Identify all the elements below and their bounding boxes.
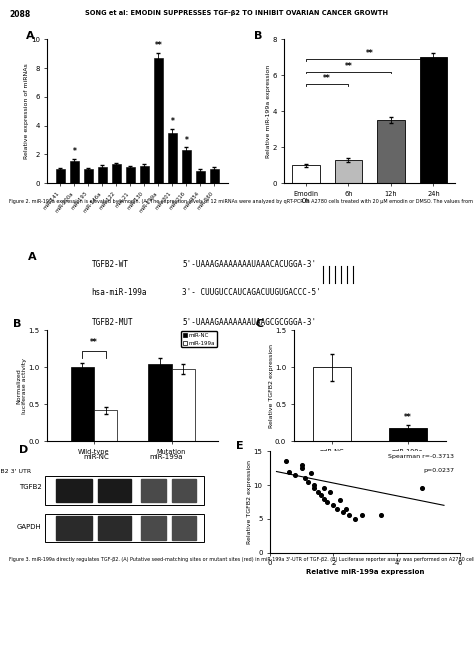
Bar	[389, 428, 427, 441]
Point	[329, 500, 337, 511]
Text: 5'-UAAAGAAAAAAAUAAACACUGGA-3': 5'-UAAAGAAAAAAAUAAACACUGGA-3'	[182, 260, 317, 269]
Y-axis label: Relative TGFB2 expression: Relative TGFB2 expression	[269, 344, 273, 428]
Point	[342, 504, 350, 514]
Text: B: B	[254, 31, 262, 41]
Text: 3'- CUUGUCCAUCAGACUUGUGACCC-5': 3'- CUUGUCCAUCAGACUUGUGACCC-5'	[182, 288, 321, 297]
Point	[298, 460, 306, 470]
Text: 2088: 2088	[9, 10, 31, 19]
Bar	[148, 364, 172, 441]
Text: p=0.0237: p=0.0237	[423, 468, 454, 473]
Text: TGFB2 3' UTR: TGFB2 3' UTR	[0, 468, 31, 473]
Bar	[172, 517, 196, 540]
Text: Figure 3. miR-199a directly regulates TGF-β2. (A) Putative seed-matching sites o: Figure 3. miR-199a directly regulates TG…	[9, 557, 474, 562]
Text: TGFB2-WT: TGFB2-WT	[91, 260, 128, 269]
Bar	[196, 171, 205, 183]
Text: miR-199a: miR-199a	[149, 454, 182, 460]
Text: A: A	[26, 31, 35, 41]
Text: SONG et al: EMODIN SUPPRESSES TGF-β2 TO INHIBIT OVARIAN CANCER GROWTH: SONG et al: EMODIN SUPPRESSES TGF-β2 TO …	[85, 10, 389, 16]
Point	[310, 480, 318, 490]
Bar	[99, 517, 131, 540]
Bar	[139, 166, 149, 183]
Point	[333, 504, 340, 514]
Point	[377, 510, 384, 521]
Bar	[313, 368, 351, 441]
Text: TGFB2: TGFB2	[18, 485, 41, 490]
Bar	[377, 120, 405, 183]
Bar	[419, 58, 447, 183]
Bar	[98, 167, 108, 183]
Bar	[154, 58, 164, 183]
Point	[285, 466, 293, 477]
Point	[346, 510, 353, 521]
Bar	[141, 517, 166, 540]
Y-axis label: Relative miR-199a expression: Relative miR-199a expression	[266, 65, 271, 158]
Text: C: C	[256, 319, 264, 329]
Text: A: A	[27, 252, 36, 262]
Point	[304, 476, 312, 487]
Bar	[83, 169, 93, 183]
Bar	[126, 167, 136, 183]
Text: miR-NC: miR-NC	[83, 454, 109, 460]
Bar	[46, 513, 204, 543]
Point	[339, 507, 346, 517]
Bar	[70, 161, 79, 183]
Bar	[71, 368, 94, 441]
Bar	[111, 164, 121, 183]
Text: D: D	[19, 445, 28, 455]
Bar	[182, 150, 191, 183]
Point	[310, 483, 318, 494]
Point	[314, 487, 321, 497]
Legend: miR-NC, miR-199a: miR-NC, miR-199a	[181, 332, 217, 347]
Text: TGFB2-MUT: TGFB2-MUT	[91, 318, 133, 326]
Text: **: **	[90, 338, 98, 347]
Point	[320, 493, 328, 504]
Point	[282, 456, 290, 467]
Text: B: B	[13, 319, 22, 329]
Text: *: *	[73, 146, 76, 156]
Point	[336, 494, 344, 505]
Bar	[94, 410, 117, 441]
Text: **: **	[155, 41, 162, 50]
Y-axis label: Relative expression of miRNAs: Relative expression of miRNAs	[24, 63, 29, 159]
Bar	[46, 476, 204, 505]
Bar	[141, 479, 166, 502]
Text: Figure 2. miR-199a expression is elevated by emodin. (A) The expression levels o: Figure 2. miR-199a expression is elevate…	[9, 199, 474, 205]
Bar	[292, 165, 320, 183]
Point	[317, 490, 325, 500]
Point	[292, 470, 299, 480]
Text: **: **	[345, 61, 352, 71]
Point	[308, 468, 315, 478]
Bar	[55, 517, 92, 540]
Bar	[172, 369, 195, 441]
Text: **: **	[323, 75, 331, 83]
Text: *: *	[184, 135, 188, 145]
Bar	[55, 479, 92, 502]
Text: GAPDH: GAPDH	[17, 524, 41, 530]
X-axis label: Relative miR-199a expression: Relative miR-199a expression	[306, 569, 424, 575]
Point	[301, 473, 309, 483]
Text: *: *	[171, 117, 174, 126]
Bar	[335, 160, 362, 183]
Bar	[167, 133, 177, 183]
Point	[320, 483, 328, 494]
Point	[327, 487, 334, 497]
Text: hsa-miR-199a: hsa-miR-199a	[91, 288, 147, 297]
Text: **: **	[404, 413, 411, 422]
Y-axis label: Normalized
luciferase activity: Normalized luciferase activity	[16, 358, 27, 414]
Text: **: **	[366, 49, 374, 58]
Bar	[55, 169, 65, 183]
Point	[352, 513, 359, 524]
Text: Spearman r=-0.3713: Spearman r=-0.3713	[388, 455, 454, 459]
Point	[323, 497, 331, 508]
Point	[358, 510, 365, 521]
Point	[418, 483, 426, 494]
Bar	[210, 169, 219, 183]
Y-axis label: Relative TGFB2 expression: Relative TGFB2 expression	[247, 460, 252, 544]
Text: E: E	[236, 441, 244, 451]
Bar	[172, 479, 196, 502]
Point	[298, 463, 306, 473]
Text: 5'-UAAAGAAAAAAAUAAGCGCGGGA-3': 5'-UAAAGAAAAAAAUAAGCGCGGGA-3'	[182, 318, 317, 326]
Bar	[99, 479, 131, 502]
